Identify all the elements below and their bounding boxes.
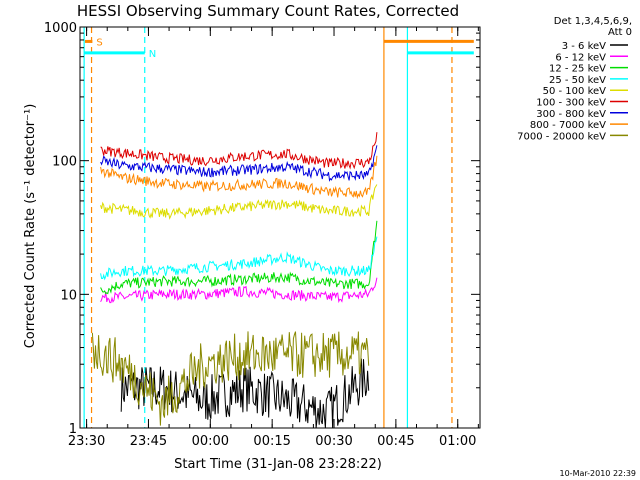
- series-line-7: [100, 155, 378, 200]
- legend-header-line: Att 0: [608, 27, 632, 38]
- x-tick-label: 23:30: [68, 434, 105, 449]
- series-line-4: [100, 184, 378, 220]
- x-tick-label: 00:45: [377, 434, 414, 449]
- band-label-0: S: [96, 37, 102, 48]
- legend-entry-label: 100 - 300 keV: [536, 98, 606, 109]
- legend-entry-label: 800 - 7000 keV: [530, 120, 606, 131]
- x-tick-label: 00:30: [315, 434, 352, 449]
- series-line-2: [100, 220, 378, 295]
- legend-entry-label: 7000 - 20000 keV: [517, 131, 606, 142]
- x-tick-label: 00:15: [253, 434, 290, 449]
- plot-area: S N 1 10 100 1000 23:30 23:45 00:00 00:15 00:30 00:…: [44, 21, 481, 449]
- series-line-0: [120, 358, 370, 429]
- plot-frame: [79, 26, 481, 429]
- chart-title: HESSI Observing Summary Count Rates, Cor…: [77, 2, 459, 20]
- legend-entry-label: 300 - 800 keV: [536, 109, 606, 120]
- x-axis-label: Start Time (31-Jan-08 23:28:22): [174, 457, 382, 472]
- y-axis-label: Corrected Count Rate (s⁻¹ detector⁻¹): [23, 104, 38, 349]
- series-line-6: [100, 145, 378, 182]
- legend-entry-label: 25 - 50 keV: [549, 75, 606, 86]
- series-line-8: [91, 331, 370, 426]
- legend-header-line: Det 1,3,4,5,6,9,: [554, 16, 632, 27]
- legend-entry-label: 3 - 6 keV: [562, 41, 606, 52]
- y-tick-label: 1000: [44, 21, 77, 36]
- footer-timestamp: 10-Mar-2010 22:39: [560, 469, 637, 478]
- legend-entry-label: 6 - 12 keV: [555, 52, 606, 63]
- y-tick-label: 1: [69, 422, 77, 437]
- x-tick-label: 00:00: [192, 434, 229, 449]
- y-tick-label: 10: [60, 288, 77, 303]
- series-line-1: [100, 277, 378, 304]
- x-tick-label: 23:45: [130, 434, 167, 449]
- band-label-1: N: [149, 49, 156, 60]
- series-line-5: [100, 132, 378, 170]
- y-tick-label: 100: [52, 155, 77, 170]
- legend-entry-label: 50 - 100 keV: [543, 86, 607, 97]
- series-line-3: [100, 236, 378, 281]
- legend-entry-label: 12 - 25 keV: [549, 64, 606, 75]
- x-tick-label: 01:00: [439, 434, 476, 449]
